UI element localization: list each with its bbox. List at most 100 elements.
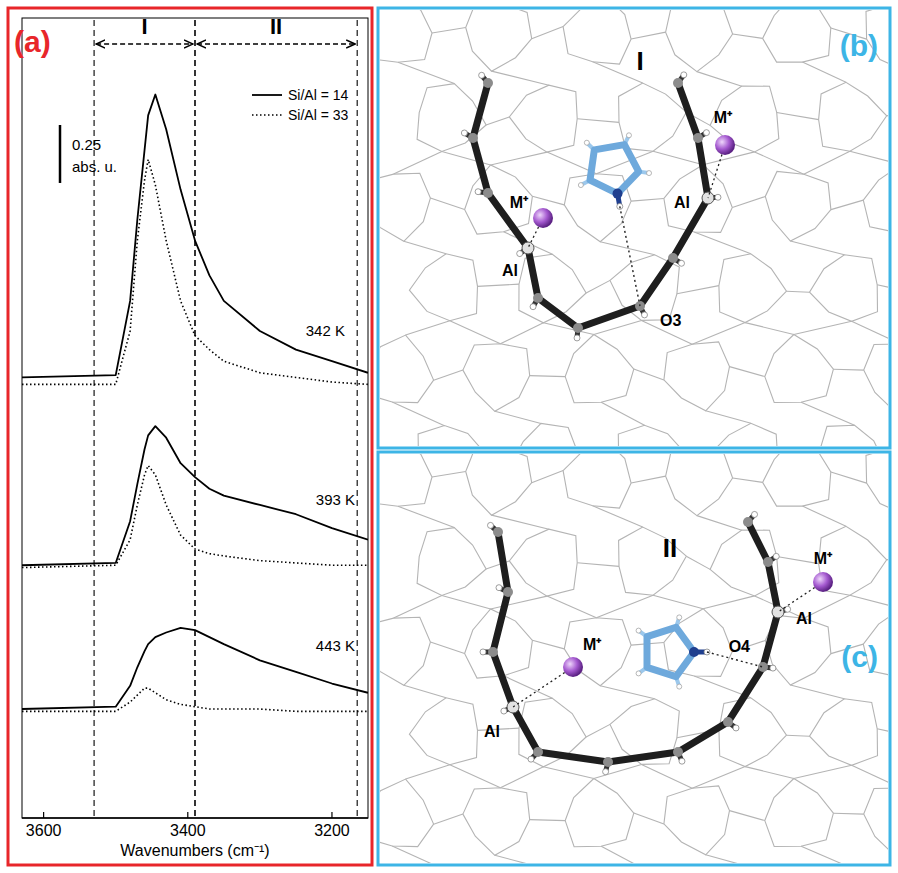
framework-ring xyxy=(380,173,430,241)
framework-bond xyxy=(634,813,664,824)
legend-swatch xyxy=(252,94,282,96)
cation xyxy=(715,135,735,155)
ring-bond xyxy=(640,258,673,306)
framework-ring xyxy=(380,617,430,685)
framework-bond xyxy=(394,152,442,175)
framework-bond xyxy=(432,28,466,33)
framework-bond xyxy=(804,151,850,174)
framework-bond xyxy=(631,198,664,201)
legend-label: Si/Al = 14 xyxy=(288,87,349,103)
oxygen-end xyxy=(733,725,739,731)
framework-bond xyxy=(730,811,765,821)
ring-bond xyxy=(498,532,508,592)
framework-ring xyxy=(418,426,486,446)
framework-bond xyxy=(394,596,442,619)
x-tick-label: 3600 xyxy=(26,822,62,839)
si-atom xyxy=(493,527,503,537)
framework-bond xyxy=(692,323,745,345)
framework-bond xyxy=(532,471,563,483)
framework-bond xyxy=(577,563,619,567)
diagram-label: O3 xyxy=(660,312,681,329)
diagram-label: Al xyxy=(502,262,518,279)
region-boundary xyxy=(357,20,358,818)
oxygen-end xyxy=(678,260,684,266)
scale-bar-label: abs. u. xyxy=(72,158,117,175)
framework-bond xyxy=(887,557,888,560)
framework-bond xyxy=(802,62,846,82)
framework-ring xyxy=(664,609,732,677)
si-atom xyxy=(673,78,683,88)
framework-bond xyxy=(601,402,644,425)
hydrogen-bond xyxy=(620,206,640,306)
diagram-label: O4 xyxy=(729,638,750,655)
framework-bond xyxy=(777,112,819,119)
framework-ring xyxy=(719,698,787,767)
framework-bond xyxy=(492,515,549,529)
framework xyxy=(380,454,888,863)
ring-bond xyxy=(678,83,698,138)
framework-bond xyxy=(831,200,863,209)
framework-bond xyxy=(532,196,564,205)
framework-ring xyxy=(618,425,686,446)
framework-bond xyxy=(641,764,692,788)
pyrrole-ring xyxy=(647,627,694,676)
framework-ring xyxy=(710,530,779,596)
framework-ring xyxy=(380,10,432,62)
si-atom xyxy=(468,133,478,143)
framework-ring xyxy=(619,83,687,151)
framework-bond xyxy=(594,764,642,778)
spectrum-line xyxy=(22,95,368,378)
framework-bond xyxy=(794,765,852,778)
framework-bond xyxy=(530,819,565,821)
legend-swatch xyxy=(252,114,282,116)
nitrogen xyxy=(613,189,623,199)
framework-bond xyxy=(732,196,765,207)
hydrogen xyxy=(677,684,682,689)
framework-bond xyxy=(577,119,619,123)
ring-bond xyxy=(578,306,640,328)
panel-border xyxy=(8,8,372,865)
framework-bond xyxy=(398,62,454,83)
framework-bond xyxy=(850,595,888,608)
ring-bond xyxy=(473,138,488,193)
oxygen-end xyxy=(501,708,507,714)
oxygen-end xyxy=(480,649,486,655)
framework-bond xyxy=(692,767,745,789)
framework-ring xyxy=(463,344,530,412)
framework-bond xyxy=(833,813,863,815)
diagram-label: Al xyxy=(484,723,500,740)
ring-bond xyxy=(513,707,538,752)
framework-bond xyxy=(694,232,751,254)
framework-bond xyxy=(392,846,444,863)
framework-ring xyxy=(866,454,888,515)
ring-bond xyxy=(538,752,608,762)
framework-bond xyxy=(500,767,543,788)
framework-bond xyxy=(601,846,644,863)
framework-bond xyxy=(406,321,450,335)
framework-bond xyxy=(600,242,654,255)
hydrogen xyxy=(636,671,641,676)
framework-bond xyxy=(755,152,804,174)
framework-ring xyxy=(465,165,533,234)
framework-bond xyxy=(733,34,763,38)
framework-bond xyxy=(450,765,501,788)
temperature-label: 393 K xyxy=(316,491,355,508)
framework-bond xyxy=(877,729,888,738)
ring-bond xyxy=(698,138,708,198)
diagram-label: II xyxy=(663,533,677,563)
cation xyxy=(533,208,553,228)
framework-bond xyxy=(686,556,710,569)
spectrum-line xyxy=(22,159,368,384)
plot-frame xyxy=(22,18,368,818)
framework-bond xyxy=(543,767,593,779)
oxygen-end xyxy=(681,72,687,78)
x-tick xyxy=(331,812,332,818)
hydrogen xyxy=(647,171,652,176)
panel-border xyxy=(378,8,890,448)
framework-bond xyxy=(547,596,596,618)
framework-bond xyxy=(430,198,464,209)
oxygen-end xyxy=(770,665,776,671)
diagram-panel: IM⁺M⁺AlAlO3(b) xyxy=(363,0,898,494)
framework-ring xyxy=(818,425,886,446)
diagram-panel: IIM⁺M⁺AlAlO4(c) xyxy=(363,439,898,873)
